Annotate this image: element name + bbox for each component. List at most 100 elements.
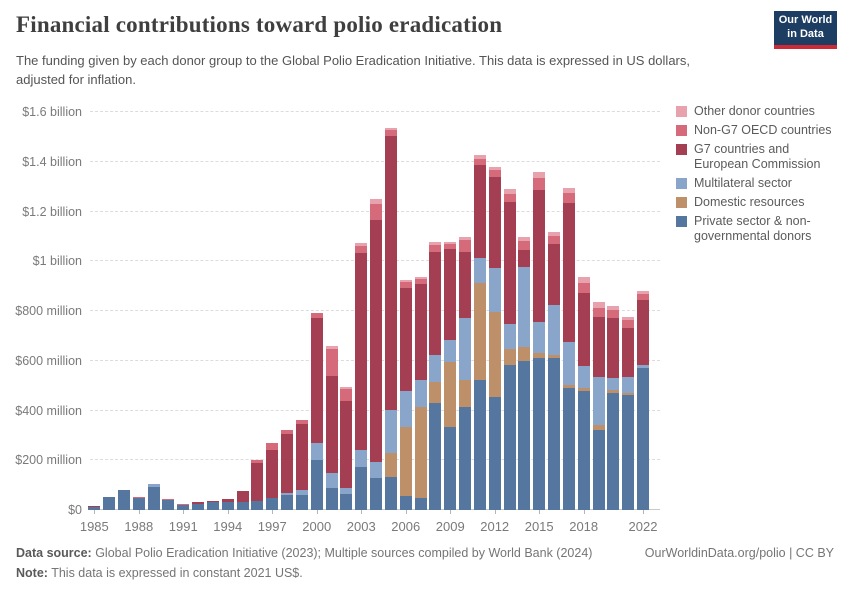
- bar-2012-segment-non-g7-oecd-countries[interactable]: [488, 170, 501, 177]
- bar-2008-segment-private-sector-non-governmental-donors[interactable]: [429, 402, 442, 510]
- bar-2021-segment-multilateral-sector[interactable]: [622, 376, 635, 394]
- bar-1990-segment-private-sector-non-governmental-donors[interactable]: [162, 499, 175, 510]
- bar-2011[interactable]: [473, 155, 486, 510]
- bar-2022-segment-non-g7-oecd-countries[interactable]: [637, 293, 649, 300]
- bar-2020[interactable]: [607, 306, 620, 510]
- bar-2005-segment-multilateral-sector[interactable]: [384, 409, 397, 454]
- bar-2011-segment-non-g7-oecd-countries[interactable]: [473, 158, 486, 165]
- bar-2003[interactable]: [355, 243, 368, 510]
- bar-1985-segment-private-sector-non-governmental-donors[interactable]: [88, 507, 101, 510]
- bar-2020-segment-domestic-resources[interactable]: [607, 389, 620, 393]
- bar-2006-segment-other-donor-countries[interactable]: [399, 279, 412, 283]
- bar-1996[interactable]: [251, 459, 264, 510]
- bar-2018-segment-g7-countries-and-european-commission[interactable]: [577, 292, 590, 367]
- bar-1998[interactable]: [281, 429, 294, 510]
- bar-2002-segment-g7-countries-and-european-commission[interactable]: [340, 400, 353, 488]
- bar-2010-segment-domestic-resources[interactable]: [459, 380, 472, 407]
- bar-1999-segment-non-g7-oecd-countries[interactable]: [295, 420, 308, 425]
- bar-2018-segment-private-sector-non-governmental-donors[interactable]: [577, 390, 590, 510]
- bar-2004-segment-non-g7-oecd-countries[interactable]: [370, 204, 383, 220]
- bar-1989-segment-multilateral-sector[interactable]: [147, 484, 160, 487]
- owid-polio-link[interactable]: OurWorldinData.org/polio | CC BY: [644, 546, 834, 560]
- bar-2016-segment-non-g7-oecd-countries[interactable]: [548, 235, 561, 245]
- legend-item-g7-countries-and-european-commission[interactable]: G7 countries and European Commission: [676, 142, 846, 172]
- bar-2019-segment-multilateral-sector[interactable]: [592, 376, 605, 425]
- bar-2010[interactable]: [459, 236, 472, 510]
- bar-2013-segment-non-g7-oecd-countries[interactable]: [503, 194, 516, 202]
- bar-2016-segment-other-donor-countries[interactable]: [548, 231, 561, 236]
- bar-2017-segment-multilateral-sector[interactable]: [562, 341, 575, 385]
- bar-2013-segment-g7-countries-and-european-commission[interactable]: [503, 201, 516, 325]
- bar-2016[interactable]: [548, 231, 561, 510]
- bar-1992-segment-private-sector-non-governmental-donors[interactable]: [192, 504, 205, 510]
- bar-1995-segment-g7-countries-and-european-commission[interactable]: [236, 491, 249, 502]
- bar-2004-segment-other-donor-countries[interactable]: [370, 199, 383, 205]
- bar-2015[interactable]: [533, 171, 546, 510]
- bar-2005-segment-private-sector-non-governmental-donors[interactable]: [384, 476, 397, 510]
- bar-2011-segment-domestic-resources[interactable]: [473, 283, 486, 380]
- bar-2003-segment-non-g7-oecd-countries[interactable]: [355, 245, 368, 254]
- bar-2002-segment-other-donor-countries[interactable]: [340, 386, 353, 390]
- bar-1989[interactable]: [147, 484, 160, 510]
- bar-2011-segment-g7-countries-and-european-commission[interactable]: [473, 164, 486, 259]
- bar-2003-segment-g7-countries-and-european-commission[interactable]: [355, 253, 368, 451]
- bar-2022-segment-private-sector-non-governmental-donors[interactable]: [637, 367, 649, 510]
- bar-1990[interactable]: [162, 499, 175, 510]
- bar-1985-segment-g7-countries-and-european-commission[interactable]: [88, 505, 101, 508]
- bar-2017-segment-private-sector-non-governmental-donors[interactable]: [562, 388, 575, 510]
- bar-2006-segment-domestic-resources[interactable]: [399, 426, 412, 496]
- bar-2015-segment-g7-countries-and-european-commission[interactable]: [533, 190, 546, 322]
- bar-2014-segment-multilateral-sector[interactable]: [518, 267, 531, 348]
- bar-2006-segment-g7-countries-and-european-commission[interactable]: [399, 288, 412, 391]
- bar-2022-segment-other-donor-countries[interactable]: [637, 290, 649, 294]
- bar-2000-segment-private-sector-non-governmental-donors[interactable]: [310, 460, 323, 510]
- bar-2011-segment-private-sector-non-governmental-donors[interactable]: [473, 379, 486, 510]
- bar-2015-segment-multilateral-sector[interactable]: [533, 321, 546, 354]
- bar-1994-segment-g7-countries-and-european-commission[interactable]: [221, 499, 234, 502]
- bar-2021[interactable]: [622, 316, 635, 510]
- bar-2008-segment-domestic-resources[interactable]: [429, 381, 442, 403]
- bar-2005-segment-other-donor-countries[interactable]: [384, 127, 397, 131]
- bar-2014-segment-domestic-resources[interactable]: [518, 347, 531, 361]
- bar-1987-segment-private-sector-non-governmental-donors[interactable]: [117, 490, 130, 510]
- bar-1997-segment-g7-countries-and-european-commission[interactable]: [266, 450, 279, 499]
- bar-2009-segment-g7-countries-and-european-commission[interactable]: [444, 249, 457, 341]
- bar-2014-segment-g7-countries-and-european-commission[interactable]: [518, 250, 531, 268]
- bar-2003-segment-other-donor-countries[interactable]: [355, 243, 368, 246]
- bar-1986-segment-private-sector-non-governmental-donors[interactable]: [103, 497, 116, 510]
- bar-2009-segment-multilateral-sector[interactable]: [444, 340, 457, 362]
- bar-2002[interactable]: [340, 386, 353, 510]
- bar-2017[interactable]: [562, 187, 575, 510]
- bar-2013-segment-domestic-resources[interactable]: [503, 349, 516, 365]
- bar-2003-segment-private-sector-non-governmental-donors[interactable]: [355, 466, 368, 510]
- bar-2002-segment-multilateral-sector[interactable]: [340, 487, 353, 494]
- bar-2009-segment-non-g7-oecd-countries[interactable]: [444, 244, 457, 250]
- bar-2006[interactable]: [399, 279, 412, 510]
- bar-1991[interactable]: [177, 503, 190, 510]
- bar-1991-segment-private-sector-non-governmental-donors[interactable]: [177, 505, 190, 510]
- bar-1990-segment-non-g7-oecd-countries[interactable]: [162, 499, 175, 500]
- bar-2015-segment-domestic-resources[interactable]: [533, 353, 546, 359]
- bar-2019-segment-g7-countries-and-european-commission[interactable]: [592, 316, 605, 377]
- bar-2008-segment-non-g7-oecd-countries[interactable]: [429, 244, 442, 252]
- bar-2001-segment-multilateral-sector[interactable]: [325, 472, 338, 489]
- bar-2000[interactable]: [310, 313, 323, 510]
- bar-2021-segment-non-g7-oecd-countries[interactable]: [622, 320, 635, 329]
- bar-2009-segment-private-sector-non-governmental-donors[interactable]: [444, 426, 457, 510]
- bar-2012-segment-multilateral-sector[interactable]: [488, 268, 501, 312]
- bar-1993-segment-g7-countries-and-european-commission[interactable]: [206, 501, 219, 503]
- bar-2009-segment-domestic-resources[interactable]: [444, 361, 457, 427]
- bar-1998-segment-private-sector-non-governmental-donors[interactable]: [281, 494, 294, 510]
- bar-2005-segment-g7-countries-and-european-commission[interactable]: [384, 136, 397, 410]
- bar-2008[interactable]: [429, 241, 442, 510]
- bar-1996-segment-g7-countries-and-european-commission[interactable]: [251, 462, 264, 502]
- bar-2014[interactable]: [518, 237, 531, 510]
- bar-2019-segment-domestic-resources[interactable]: [592, 424, 605, 430]
- bar-1985[interactable]: [88, 505, 101, 510]
- bar-1999[interactable]: [295, 420, 308, 510]
- bar-2020-segment-g7-countries-and-european-commission[interactable]: [607, 318, 620, 379]
- bar-1989-segment-private-sector-non-governmental-donors[interactable]: [147, 486, 160, 510]
- bar-2007-segment-non-g7-oecd-countries[interactable]: [414, 279, 427, 285]
- bar-2003-segment-multilateral-sector[interactable]: [355, 450, 368, 467]
- legend-item-multilateral-sector[interactable]: Multilateral sector: [676, 176, 846, 191]
